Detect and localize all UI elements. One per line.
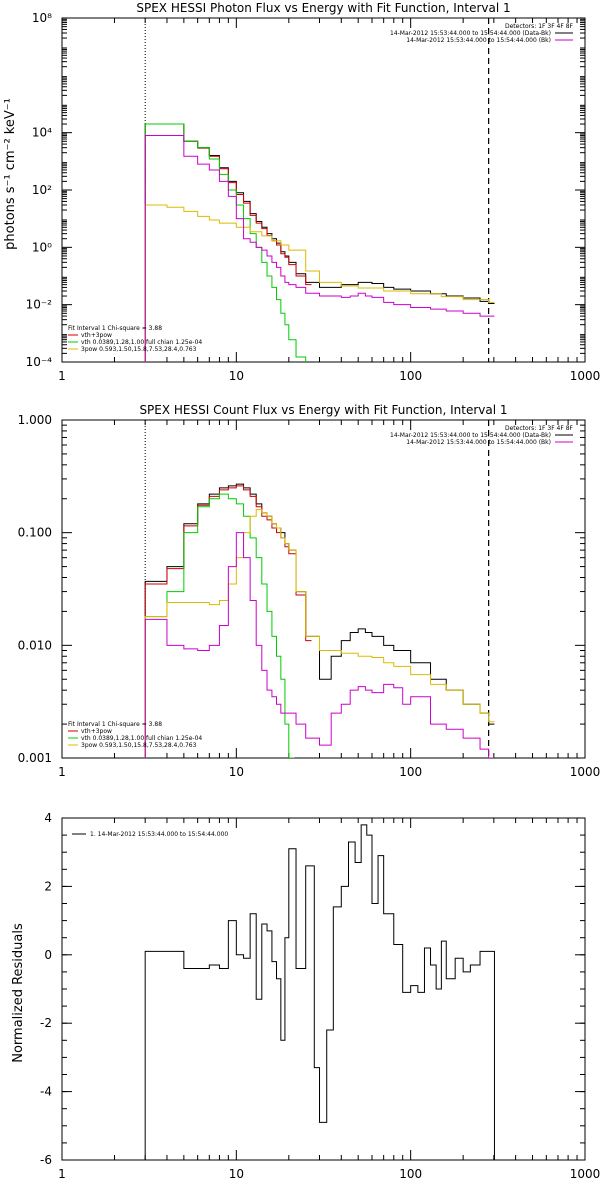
series-line-4: [144, 509, 495, 758]
y-axis-label: photons s⁻¹ cm⁻² keV⁻¹: [3, 98, 18, 250]
legend-bottom-entry: vth+3pow: [81, 728, 112, 735]
series-line-4: [144, 204, 495, 362]
y-axis-label: Normalized Residuals: [11, 923, 26, 1063]
y-tick-label: -4: [40, 1085, 52, 1099]
y-tick-label: 10²: [32, 183, 52, 197]
legend-top-entry: 14-Mar-2012 15:53:44.000 to 15:54:44.000…: [390, 30, 551, 37]
axes-frame: [61, 817, 586, 1161]
chart-panel-2: SPEX HESSI Count Flux vs Energy with Fit…: [18, 403, 600, 779]
legend-bottom-entry: vth 0.0389,1.28,1.00 full chian 1.25e-04: [81, 735, 202, 742]
x-tick-label: 1: [58, 765, 66, 779]
y-tick-label: 2: [44, 879, 52, 893]
legend-top-entry: 14-Mar-2012 15:53:44.000 to 15:54:44.000…: [406, 37, 551, 44]
x-tick-label: 100: [399, 369, 422, 383]
series-line-3: [144, 123, 307, 362]
y-tick-label: 0.100: [18, 526, 52, 540]
y-tick-label: 10⁻²: [26, 298, 53, 312]
legend-bottom-entry: vth 0.0389,1.28,1.00 full chian 1.25e-04: [81, 339, 202, 346]
y-tick-label: 10⁴: [32, 126, 52, 140]
legend-bottom-entry: 3pow 0.593,1.50,15.8,7.53,28.4,0.763: [81, 346, 197, 353]
chart-title: SPEX HESSI Photon Flux vs Energy with Fi…: [136, 1, 510, 15]
x-tick-label: 10: [229, 1167, 244, 1181]
y-tick-label: -2: [40, 1016, 52, 1030]
x-tick-label: 10: [229, 765, 244, 779]
x-tick-label: 1000: [570, 369, 600, 383]
x-tick-label: 100: [399, 765, 422, 779]
y-tick-label: -6: [40, 1153, 52, 1167]
x-tick-label: 1: [58, 369, 66, 383]
series-group: [144, 123, 495, 362]
axes-frame: [61, 17, 586, 363]
legend-top-entry: 14-Mar-2012 15:53:44.000 to 15:54:44.000…: [390, 432, 551, 439]
series-line-5: [144, 532, 495, 758]
y-tick-label: 4: [44, 811, 52, 825]
legend-bottom-entry: Fit Interval 1 Chi-square = 3.88: [68, 721, 162, 728]
y-tick-label: 1.000: [18, 413, 52, 427]
legend-bottom-entry: vth+3pow: [81, 332, 112, 339]
x-tick-label: 1000: [570, 1167, 600, 1181]
chart-title: SPEX HESSI Count Flux vs Energy with Fit…: [139, 403, 507, 417]
chart-panel-1: SPEX HESSI Photon Flux vs Energy with Fi…: [3, 1, 600, 383]
series-group: [144, 824, 495, 1160]
axes-frame: [61, 419, 586, 759]
series-line-1: [144, 824, 495, 1160]
series-line-5: [144, 134, 495, 362]
legend-top-entry: Detectors: 1F 3F 4F 8F: [505, 425, 574, 432]
x-tick-label: 1000: [570, 765, 600, 779]
x-tick-label: 10: [229, 369, 244, 383]
y-tick-label: 0: [44, 948, 52, 962]
y-tick-label: 10⁻⁴: [26, 355, 53, 369]
legend-bottom-entry: 3pow 0.593,1.50,15.8,7.53,28.4,0.763: [81, 742, 197, 749]
legend-top-entry: Detectors: 1F 3F 4F 8F: [505, 23, 574, 30]
legend-top-entry: 1. 14-Mar-2012 15:53:44.000 to 15:54:44.…: [90, 831, 228, 838]
series-group: [144, 483, 495, 758]
legend-bottom-entry: Fit Interval 1 Chi-square = 3.88: [68, 325, 162, 332]
x-tick-label: 100: [399, 1167, 422, 1181]
y-tick-label: 0.001: [18, 751, 52, 765]
y-tick-label: 10⁰: [32, 240, 52, 254]
chart-panel-3: 1 10 100 1000 -6 -4 -2 0 2 4 Normalized Residuals 1…: [11, 811, 600, 1181]
y-tick-label: 10⁸: [32, 11, 52, 25]
legend-top-entry: 14-Mar-2012 15:53:44.000 to 15:54:44.000…: [406, 439, 551, 446]
y-tick-label: 0.010: [18, 638, 52, 652]
x-tick-label: 1: [58, 1167, 66, 1181]
